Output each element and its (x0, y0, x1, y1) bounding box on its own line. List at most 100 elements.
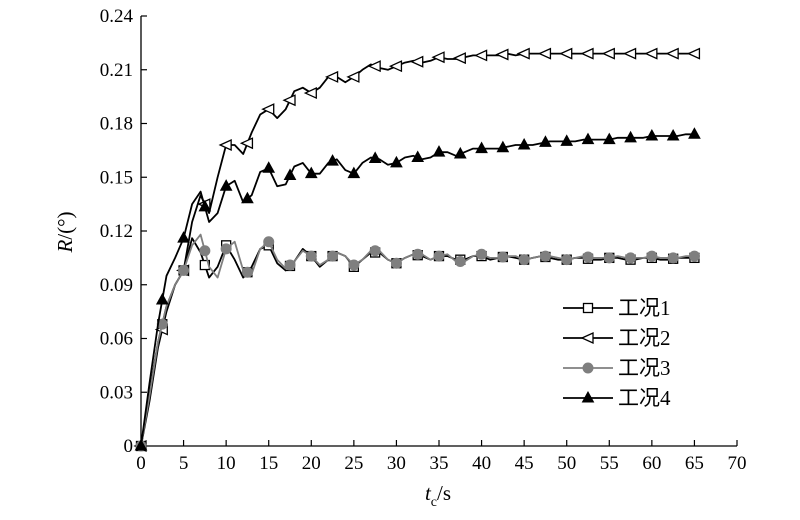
legend-marker (582, 362, 594, 374)
data-point (390, 257, 402, 269)
data-point (624, 130, 637, 143)
data-point (561, 254, 573, 266)
data-point (411, 150, 425, 163)
x-axis-title: tc/s (425, 481, 451, 510)
y-axis-title: R/(°) (53, 211, 77, 253)
data-point (303, 87, 317, 100)
x-tick-label: 35 (430, 453, 449, 474)
data-point (282, 94, 296, 107)
x-tick-label: 15 (259, 453, 278, 474)
data-point (368, 151, 382, 163)
data-point (262, 161, 276, 173)
data-point (496, 140, 510, 153)
legend-item-1: 工况1 (563, 296, 671, 320)
data-point (220, 243, 232, 255)
x-tick-label: 25 (344, 453, 363, 474)
data-point (559, 47, 573, 60)
x-tick-label: 60 (642, 453, 661, 474)
data-point (646, 250, 658, 262)
legend-label: 工况3 (618, 356, 671, 380)
data-point (686, 47, 701, 60)
x-tick-label: 70 (728, 453, 747, 474)
x-axis-unit: /s (437, 481, 451, 505)
data-point (347, 166, 361, 179)
data-point (601, 47, 615, 60)
axes: 0 5 10 15 20 25 30 35 40 45 50 55 60 65 70 0 0.03 0.06 0.0… (100, 6, 747, 474)
x-tick-label: 0 (136, 453, 146, 474)
legend-marker (580, 331, 594, 345)
legend-label: 工况1 (618, 296, 671, 320)
data-point (263, 236, 275, 248)
x-tick-label: 5 (179, 453, 189, 474)
y-tick-label: 0.24 (100, 6, 134, 27)
x-tick-label: 55 (600, 453, 619, 474)
data-point (518, 254, 530, 266)
data-point (432, 145, 446, 157)
data-point (433, 250, 445, 262)
legend: 工况1 工况2 工况3 工况4 (563, 296, 671, 410)
x-tick-label: 30 (387, 453, 406, 474)
series-line (140, 233, 695, 447)
data-point (241, 266, 253, 278)
data-point (261, 103, 275, 116)
data-point (199, 245, 211, 257)
data-point (348, 259, 360, 271)
legend-label: 工况2 (618, 326, 671, 350)
data-point (367, 60, 381, 73)
y-tick-label: 0 (124, 436, 134, 457)
y-tick-label: 0.18 (100, 114, 133, 135)
data-point (475, 141, 488, 154)
legend-item-2: 工况2 (563, 326, 671, 350)
data-point (327, 250, 339, 262)
data-point (369, 245, 381, 257)
data-point (198, 199, 212, 212)
x-tick-label: 65 (685, 453, 704, 474)
y-tick-label: 0.06 (100, 329, 133, 350)
data-point (239, 137, 254, 150)
data-point (497, 251, 509, 263)
series-4 (134, 127, 701, 451)
data-point (474, 49, 488, 62)
data-point (178, 264, 190, 276)
data-point (539, 135, 552, 147)
data-point (284, 259, 296, 271)
y-tick-label: 0.09 (100, 275, 133, 296)
x-axis-variable: t (425, 481, 432, 505)
legend-label: 工况4 (618, 386, 671, 410)
x-tick-label: 10 (217, 453, 236, 474)
data-point (219, 179, 233, 191)
legend-marker (582, 302, 594, 314)
x-axis-subscript: c (431, 495, 437, 510)
data-point (602, 132, 616, 145)
data-point (644, 47, 658, 60)
data-point (241, 191, 254, 204)
data-point (666, 129, 680, 141)
series-line (140, 133, 695, 447)
x-tick-label: 40 (472, 453, 491, 474)
data-point (304, 166, 318, 179)
data-point (155, 292, 169, 305)
series-2 (133, 47, 701, 453)
data-point (517, 137, 531, 150)
x-tick-label: 50 (557, 453, 576, 474)
y-tick-label: 0.03 (100, 382, 133, 403)
data-point (410, 55, 424, 68)
data-point (603, 252, 615, 264)
series-line (140, 237, 695, 447)
data-point (581, 132, 595, 145)
x-tick-label: 45 (515, 453, 534, 474)
y-tick-label: 0.21 (100, 60, 133, 81)
data-point (412, 248, 424, 260)
data-point (688, 127, 701, 139)
data-point (326, 154, 339, 166)
data-point (453, 146, 467, 159)
data-point (623, 47, 637, 60)
data-point (645, 129, 659, 141)
data-point (495, 48, 509, 61)
y-tick-label: 0.15 (100, 167, 133, 188)
series-1 (135, 237, 700, 452)
data-point (325, 70, 339, 83)
data-point (625, 252, 637, 264)
data-point (516, 47, 530, 60)
